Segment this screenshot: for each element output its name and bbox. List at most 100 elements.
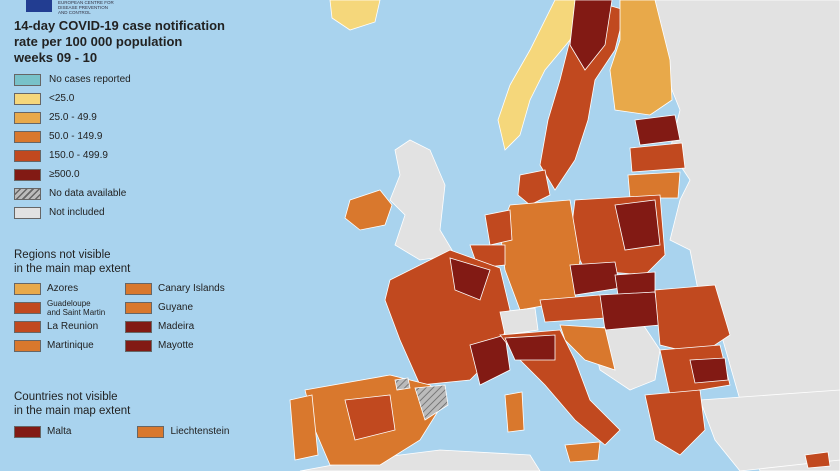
region-item: Malta (14, 422, 71, 441)
map-slovakia (614, 271, 656, 296)
map-lithuania (627, 171, 681, 199)
legend-swatch (125, 339, 152, 352)
map-italy-north (504, 334, 556, 361)
map-denmark (517, 169, 551, 206)
map-netherlands (484, 209, 513, 246)
map-poland-east (614, 199, 661, 251)
map-sardinia (504, 391, 525, 433)
region-label: Malta (47, 426, 72, 437)
legend-item: 25.0 - 49.9 (14, 108, 131, 127)
map-france-se (469, 334, 511, 386)
legend-item: No cases reported (14, 70, 131, 89)
logo-text: EUROPEAN CENTRE FOR DISEASE PREVENTION A… (58, 0, 114, 15)
legend-label: No data available (49, 188, 127, 199)
region-label: Madeira (158, 321, 195, 332)
title-line-3: weeks 09 - 10 (14, 50, 98, 65)
legend-swatch (14, 206, 41, 219)
ecdc-logo: EUROPEAN CENTRE FOR DISEASE PREVENTION A… (26, 0, 178, 15)
map-hungary (599, 291, 661, 331)
region-item: Liechtenstein (137, 422, 229, 441)
map-andorra-nodata (394, 377, 411, 391)
countries-list: Malta Liechtenstein (14, 422, 229, 441)
eu-flag-icon (26, 0, 52, 12)
regions-title-line-1: Regions not visible (14, 249, 111, 261)
map-greece (644, 389, 706, 456)
region-item: Canary Islands (125, 279, 225, 298)
regions-right-column: Canary Islands Guyane Madeira Mayotte (125, 279, 225, 355)
legend-swatch (14, 425, 41, 438)
title-line-2: rate per 100 000 population (14, 34, 183, 49)
legend-swatch (14, 130, 41, 143)
map-cyprus (804, 451, 831, 469)
legend-swatch (14, 301, 41, 314)
legend-swatch (125, 301, 152, 314)
region-label: Canary Islands (158, 283, 225, 294)
region-label: Guadeloupe and Saint Martin (47, 298, 106, 317)
legend-swatch (14, 339, 41, 352)
legend-label: No cases reported (49, 74, 131, 85)
region-item: La Reunion (14, 317, 105, 336)
map-catalonia-nodata (414, 384, 449, 421)
region-label: Liechtenstein (170, 426, 230, 437)
map-estonia (634, 114, 681, 146)
map-latvia (629, 142, 686, 173)
map-switzerland (499, 307, 539, 336)
legend-swatch (137, 425, 165, 438)
legend-swatch (14, 149, 41, 162)
map-sweden-north (569, 0, 613, 71)
legend-item: ≥500.0 (14, 165, 131, 184)
region-label: Martinique (47, 340, 94, 351)
legend-item: <25.0 (14, 89, 131, 108)
region-item: Azores (14, 279, 105, 298)
regions-title-line-2: in the main map extent (14, 263, 131, 275)
legend-label: ≥500.0 (49, 169, 80, 180)
region-label: Guyane (158, 302, 194, 313)
legend-swatch (125, 320, 152, 333)
region-label: La Reunion (47, 321, 99, 332)
region-item: Mayotte (125, 336, 225, 355)
map-turkey (699, 389, 840, 471)
legend-swatch (14, 111, 41, 124)
map-iceland (329, 0, 381, 31)
map-bulgaria-east (689, 357, 729, 384)
legend-swatch (14, 187, 41, 200)
legend-item: 50.0 - 149.9 (14, 127, 131, 146)
legend-swatch (14, 73, 41, 86)
countries-title-line-1: Countries not visible (14, 391, 118, 403)
region-item: Guyane (125, 298, 225, 317)
legend-swatch (14, 282, 41, 295)
map-spain-central (344, 394, 396, 441)
legend-swatch (14, 92, 41, 105)
map-finland (609, 0, 673, 116)
region-item: Madeira (125, 317, 225, 336)
map-sweden (539, 0, 626, 191)
title-line-1: 14-day COVID-19 case notification (14, 18, 225, 33)
region-label: Mayotte (158, 340, 194, 351)
legend-label: 25.0 - 49.9 (49, 112, 97, 123)
map-sicily (564, 441, 601, 463)
countries-title-line-2: in the main map extent (14, 405, 131, 417)
map-ireland (344, 189, 393, 231)
legend-swatch (14, 320, 41, 333)
legend-item: Not included (14, 203, 131, 222)
legend-label: Not included (49, 207, 105, 218)
map-romania (654, 284, 731, 356)
map-france-ne (449, 257, 491, 301)
region-label: Azores (47, 283, 79, 294)
regions-section-title: Regions not visible in the main map exte… (14, 248, 130, 276)
legend-label: 150.0 - 499.9 (49, 150, 108, 161)
legend-label: <25.0 (49, 93, 75, 104)
rate-legend: No cases reported <25.0 25.0 - 49.9 50.0 - … (14, 70, 131, 222)
map-portugal (289, 394, 319, 461)
legend-item: 150.0 - 499.9 (14, 146, 131, 165)
legend-item: No data available (14, 184, 131, 203)
legend-swatch (125, 282, 152, 295)
regions-left-column: Azores Guadeloupe and Saint Martin La Reun… (14, 279, 105, 355)
countries-section-title: Countries not visible in the main map ex… (14, 390, 130, 418)
map-austria (539, 294, 606, 323)
map-title: 14-day COVID-19 case notification rate p… (14, 18, 225, 66)
region-item: Martinique (14, 336, 105, 355)
region-item: Guadeloupe and Saint Martin (14, 298, 105, 317)
legend-swatch (14, 168, 41, 181)
